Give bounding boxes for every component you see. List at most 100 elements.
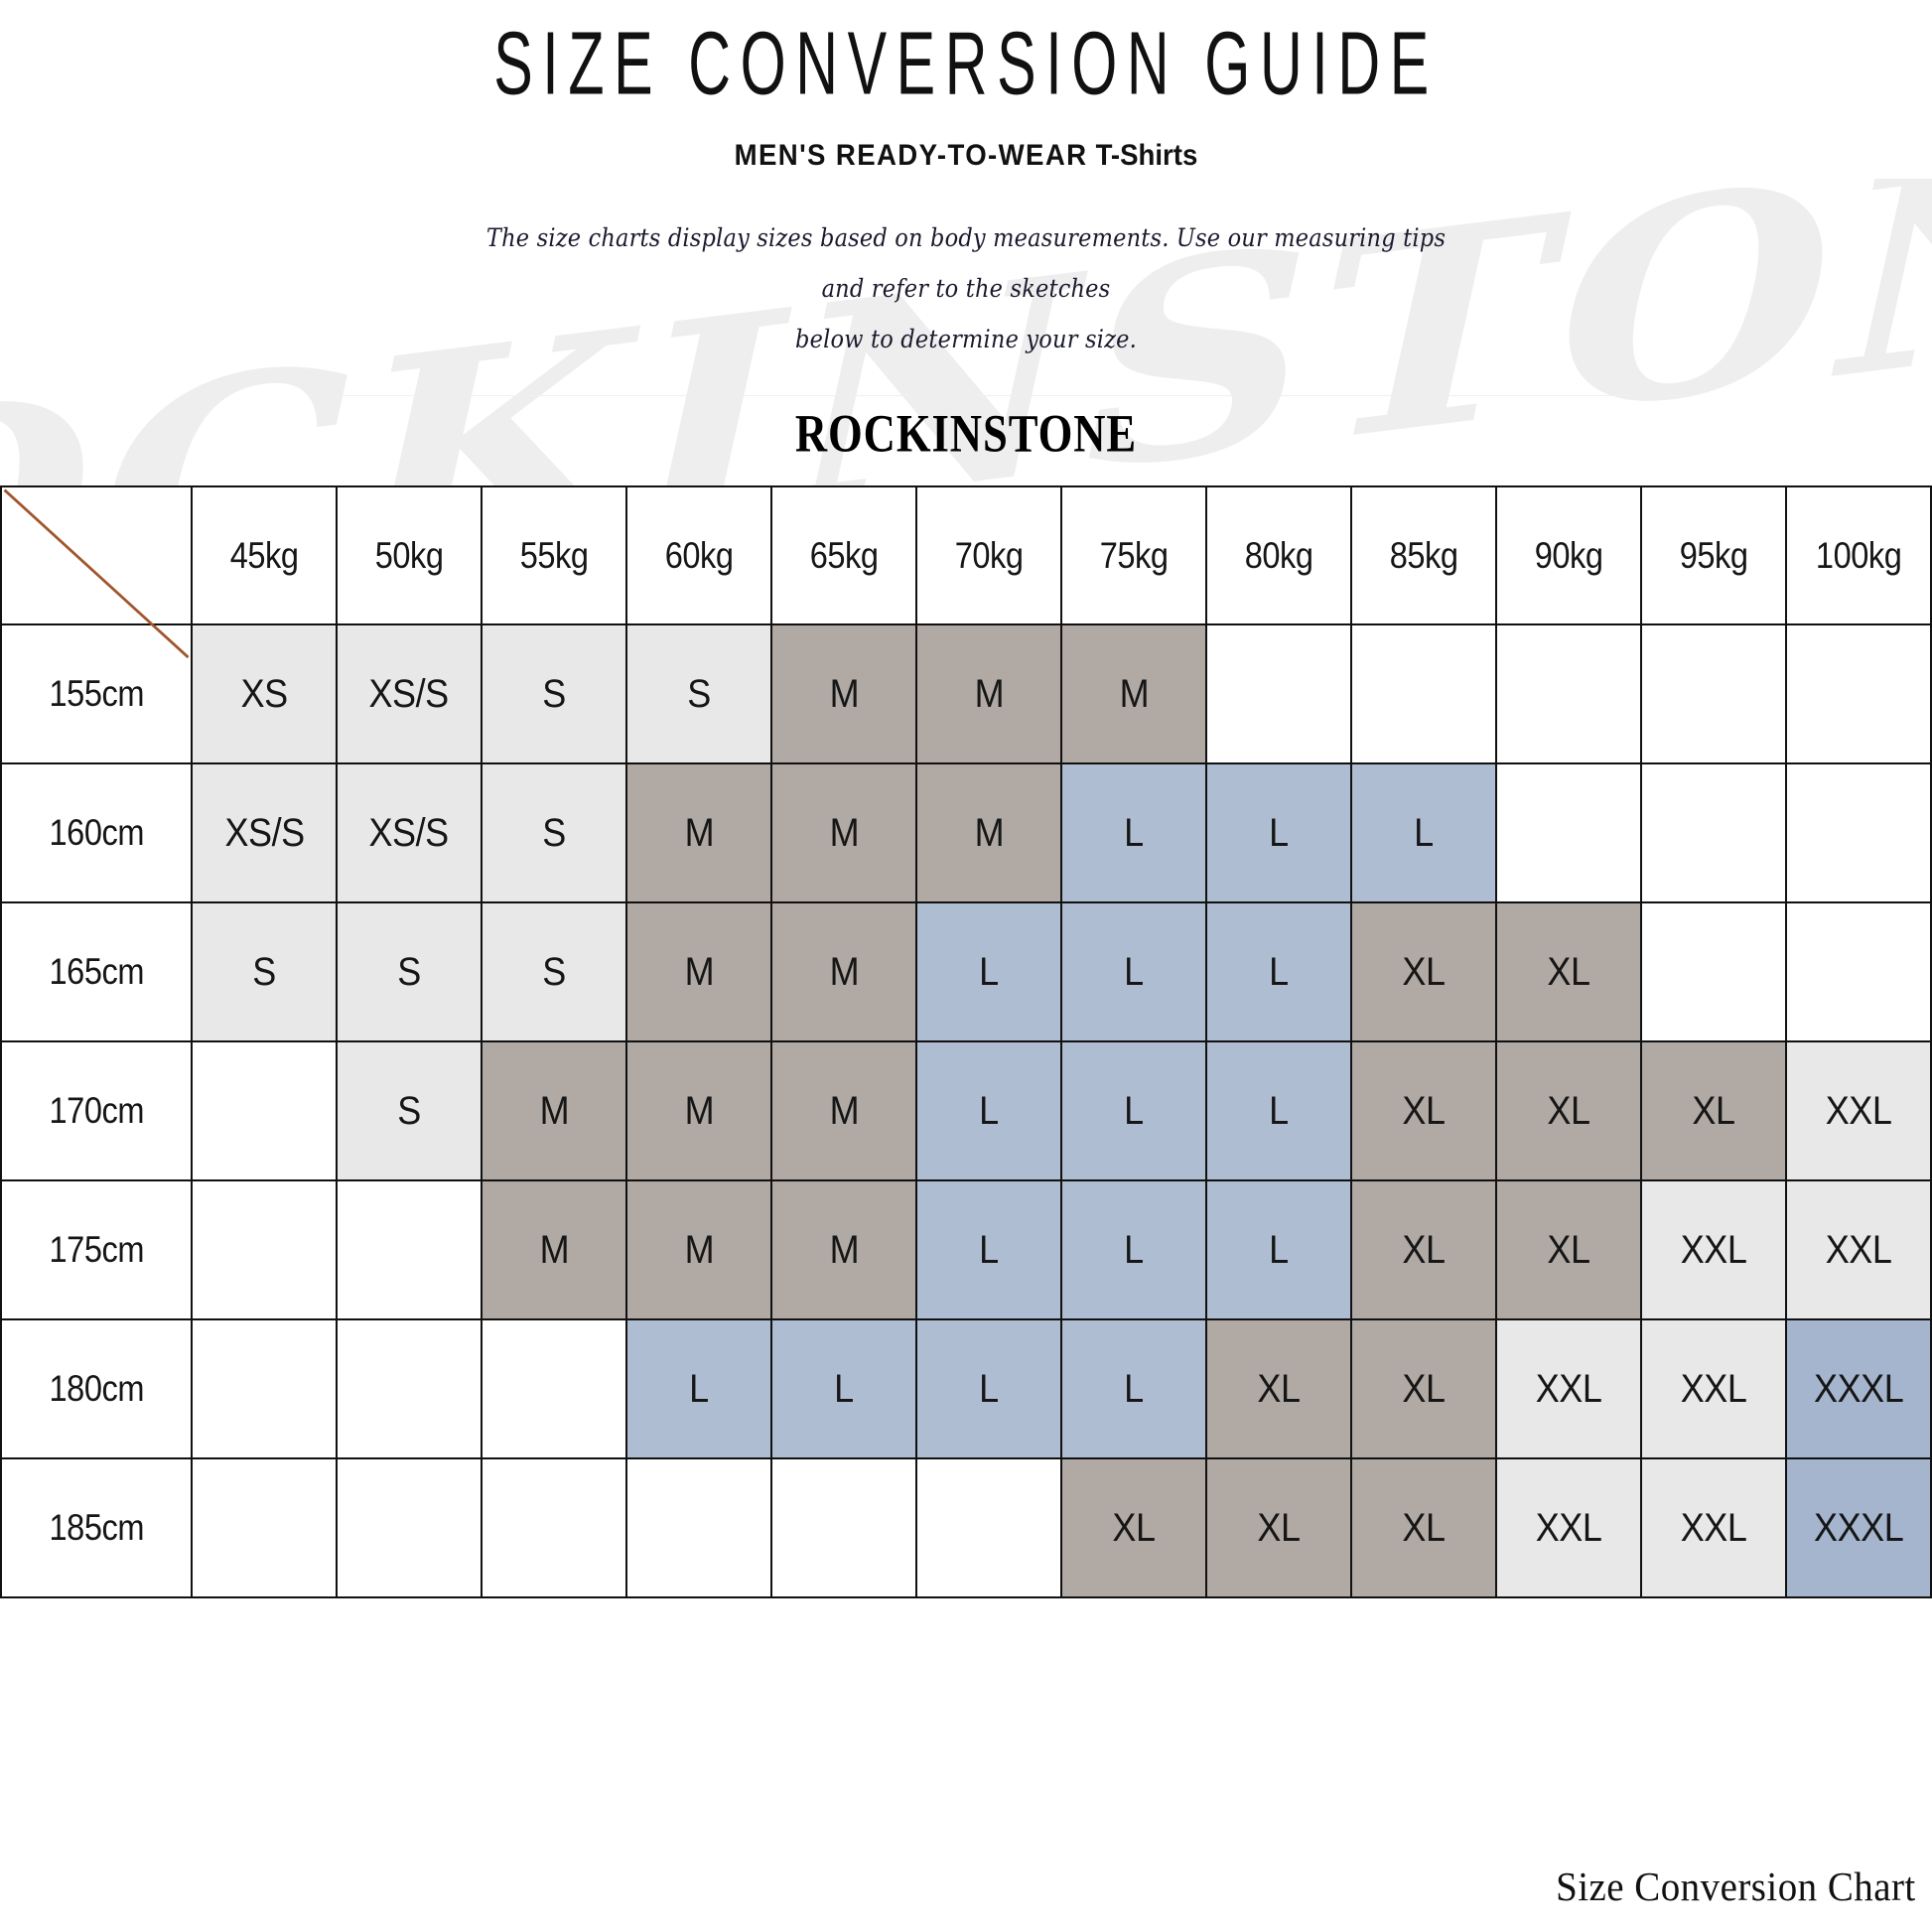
table-row: 175cm M M M L L L XL XL XXL XXL	[0, 1179, 1932, 1320]
column-header-label: 70kg	[954, 534, 1024, 576]
size-cell: XL	[1349, 901, 1497, 1042]
page-title: SIZE CONVERSION GUIDE	[493, 12, 1439, 114]
size-cell: L	[915, 1040, 1062, 1181]
size-cell-label: XL	[1547, 949, 1590, 994]
size-cell-label: XS/S	[368, 671, 450, 716]
column-header-weight: 100kg	[1784, 485, 1932, 625]
row-header-height: 170cm	[0, 1040, 194, 1181]
size-cell: XS	[191, 623, 339, 764]
size-cell: XXL	[1784, 1179, 1932, 1320]
size-cell: XS/S	[191, 762, 339, 903]
size-cell: L	[1349, 762, 1497, 903]
size-cell: M	[481, 1179, 628, 1320]
size-cell-label: M	[1119, 671, 1149, 716]
row-header-height: 155cm	[0, 623, 194, 764]
row-header-label: 180cm	[49, 1368, 144, 1409]
column-header-weight: 95kg	[1639, 485, 1787, 625]
size-cell-label: XL	[1547, 1088, 1590, 1133]
size-cell: XL	[1204, 1457, 1352, 1598]
size-cell: L	[770, 1318, 918, 1459]
size-cell: M	[915, 623, 1062, 764]
size-cell-empty	[1639, 901, 1787, 1042]
brand-name: ROCKINSTONE	[794, 404, 1138, 465]
size-cell: M	[481, 1040, 628, 1181]
size-cell-label: XL	[1257, 1366, 1301, 1411]
size-cell-label: L	[979, 949, 999, 994]
size-cell-label: S	[542, 949, 566, 994]
size-cell-empty	[1204, 623, 1352, 764]
size-cell-label: XXL	[1535, 1366, 1602, 1411]
size-cell: XL	[1349, 1040, 1497, 1181]
size-cell: XXL	[1639, 1179, 1787, 1320]
row-header-height: 180cm	[0, 1318, 194, 1459]
size-cell-label: XL	[1402, 1088, 1446, 1133]
size-cell-label: XXL	[1825, 1088, 1892, 1133]
column-header-weight: 55kg	[481, 485, 628, 625]
size-cell-empty	[1784, 762, 1932, 903]
column-header-label: 65kg	[809, 534, 879, 576]
size-cell: L	[915, 901, 1062, 1042]
size-cell-label: XXL	[1535, 1505, 1602, 1550]
size-cell: M	[770, 623, 918, 764]
size-cell-empty	[1349, 623, 1497, 764]
size-cell-empty	[336, 1457, 483, 1598]
size-cell: L	[1060, 1179, 1207, 1320]
size-cell-label: L	[1269, 810, 1289, 855]
size-cell-label: XS	[240, 671, 289, 716]
size-cell-label: XXL	[1680, 1366, 1747, 1411]
size-cell: XXL	[1494, 1457, 1642, 1598]
size-cell-label: S	[687, 671, 711, 716]
size-cell-label: S	[542, 810, 566, 855]
size-cell-label: L	[1414, 810, 1434, 855]
size-cell-empty	[336, 1179, 483, 1320]
size-cell-label: XL	[1692, 1088, 1735, 1133]
description-line-1: The size charts display sizes based on b…	[485, 222, 1447, 303]
size-cell-label: L	[979, 1227, 999, 1272]
column-header-label: 60kg	[664, 534, 734, 576]
column-header-weight: 70kg	[915, 485, 1062, 625]
size-cell-label: M	[539, 1227, 569, 1272]
column-header-label: 55kg	[519, 534, 589, 576]
row-header-label: 185cm	[49, 1507, 144, 1548]
size-cell-label: XL	[1257, 1505, 1301, 1550]
size-cell-label: M	[684, 1088, 714, 1133]
size-cell-label: S	[542, 671, 566, 716]
size-cell: L	[625, 1318, 773, 1459]
decorative-hairline	[308, 395, 1688, 396]
size-cell-label: L	[834, 1366, 854, 1411]
size-cell: M	[770, 762, 918, 903]
size-cell: XL	[1060, 1457, 1207, 1598]
column-header-label: 80kg	[1244, 534, 1313, 576]
footer-caption: Size Conversion Chart	[1556, 1863, 1916, 1909]
size-cell-label: L	[1124, 1366, 1144, 1411]
size-cell: XS/S	[336, 762, 483, 903]
size-cell-empty	[481, 1318, 628, 1459]
size-cell-label: XS/S	[223, 810, 305, 855]
size-cell: L	[1204, 901, 1352, 1042]
subtitle-category: MEN'S READY-TO-WEAR	[734, 138, 1088, 172]
size-cell-label: L	[689, 1366, 709, 1411]
size-cell-label: M	[684, 810, 714, 855]
size-cell-label: S	[252, 949, 276, 994]
size-cell-empty	[915, 1457, 1062, 1598]
row-header-height: 175cm	[0, 1179, 194, 1320]
size-cell: S	[481, 901, 628, 1042]
table-header-row: 45kg 50kg 55kg 60kg 65kg 70kg 75kg 80kg 85kg 90kg…	[0, 485, 1932, 659]
size-cell: L	[1060, 901, 1207, 1042]
column-header-weight: 85kg	[1349, 485, 1497, 625]
row-header-label: 175cm	[49, 1229, 144, 1270]
size-cell: XXXL	[1784, 1457, 1932, 1598]
size-cell: M	[770, 901, 918, 1042]
size-cell: M	[625, 901, 773, 1042]
size-cell: M	[770, 1179, 918, 1320]
size-cell: M	[625, 762, 773, 903]
size-cell-label: M	[829, 949, 859, 994]
size-cell: XXL	[1784, 1040, 1932, 1181]
size-cell: XL	[1494, 1179, 1642, 1320]
page-subtitle: MEN'S READY-TO-WEAR T-Shirts	[77, 101, 1855, 173]
size-cell-label: L	[1269, 1088, 1289, 1133]
size-cell: XS/S	[336, 623, 483, 764]
size-cell-label: XXL	[1680, 1227, 1747, 1272]
size-cell: L	[915, 1179, 1062, 1320]
